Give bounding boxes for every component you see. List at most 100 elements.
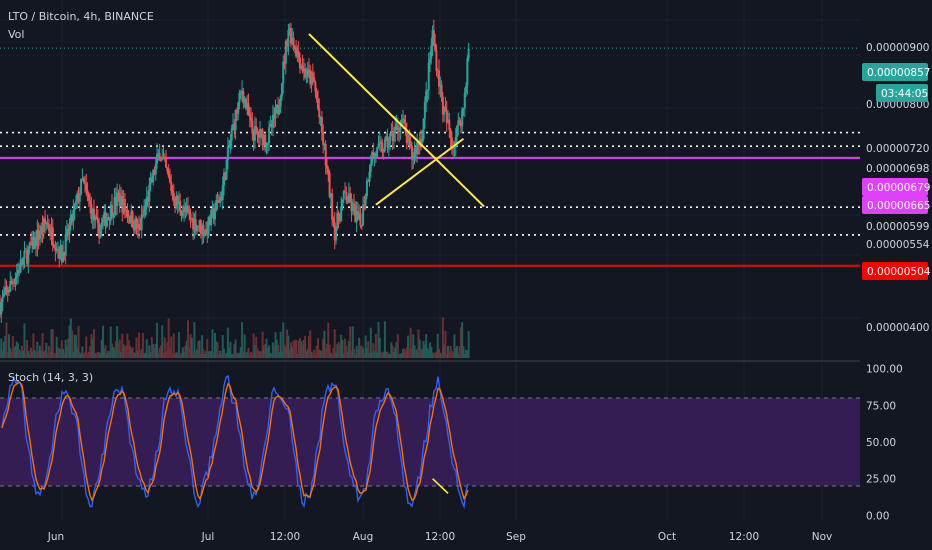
volume-bar <box>172 333 175 358</box>
candle-body <box>50 227 53 236</box>
candle-body <box>279 96 282 107</box>
candle-body <box>109 205 112 221</box>
candle-body <box>17 270 20 274</box>
candle-body <box>386 136 389 148</box>
volume-bar <box>404 349 407 358</box>
volume-bar <box>24 353 27 358</box>
volume-bar <box>87 351 90 358</box>
candle-body <box>333 222 336 241</box>
price-tick-label: 0.00000400 <box>866 322 929 334</box>
candle-body <box>264 134 267 146</box>
candle-body <box>184 206 187 212</box>
candle-body <box>154 163 157 175</box>
volume-bar <box>314 353 317 358</box>
volume-bar <box>214 333 216 358</box>
candle-body <box>434 43 437 51</box>
volume-bar <box>250 351 253 358</box>
volume-bar <box>340 335 343 358</box>
candle-body <box>197 225 200 228</box>
volume-bar <box>399 353 402 358</box>
volume-bar <box>98 352 101 358</box>
candle-body <box>385 136 388 140</box>
volume-bar <box>264 343 267 358</box>
candle-body <box>49 231 52 236</box>
candle-body <box>356 211 359 219</box>
candle-body <box>338 219 341 222</box>
time-axis[interactable]: Jun Jul 12:00 Aug 12:00 Sep Oct 12:00 Nov <box>47 531 832 543</box>
candle-body <box>44 218 47 224</box>
volume-bar <box>336 344 339 358</box>
candle-body <box>6 289 9 293</box>
volume-bar <box>140 349 143 358</box>
price-tag-label: 03:44:05 <box>881 88 928 100</box>
candle-body <box>326 165 329 169</box>
candle-body <box>354 205 357 222</box>
stoch-tick-label: 50.00 <box>866 437 896 449</box>
time-tick-label: Nov <box>812 531 833 543</box>
candle-body <box>414 148 417 155</box>
volume-bar <box>413 345 416 358</box>
candle-body <box>185 207 188 212</box>
volume-bar <box>328 344 331 358</box>
candle-body <box>459 125 462 127</box>
volume-bar <box>230 353 233 358</box>
candle-body <box>159 159 162 161</box>
volume-bar <box>150 337 153 358</box>
volume-bar <box>430 346 433 358</box>
volume-bar <box>439 352 442 358</box>
volume-bar <box>324 348 327 358</box>
stoch-trendline[interactable] <box>432 478 449 494</box>
candle-body <box>248 114 251 117</box>
volume-bar <box>42 351 45 358</box>
volume-bar <box>23 323 26 358</box>
volume-bar <box>121 333 124 358</box>
trendline[interactable] <box>308 33 485 208</box>
price-axis[interactable]: 0.000009000.000008000.000007200.00000698… <box>862 42 931 334</box>
volume-bar <box>13 348 16 358</box>
candle-body <box>67 228 70 235</box>
candle-body <box>273 114 276 119</box>
stoch-axis[interactable]: 100.00 75.00 50.00 25.00 0.00 <box>866 364 903 523</box>
candle-body <box>51 227 54 245</box>
volume-bar <box>71 330 74 358</box>
candle-body <box>95 216 98 219</box>
candle-body <box>340 206 343 222</box>
candle-body <box>307 69 310 72</box>
candle-body <box>10 280 13 283</box>
volume-bar <box>377 321 380 358</box>
candle-body <box>91 209 94 219</box>
trendlines[interactable] <box>308 33 485 208</box>
volume-bar <box>0 338 3 358</box>
candle-body <box>337 212 340 220</box>
candle-body <box>440 84 443 97</box>
candle-body <box>244 98 247 109</box>
candle-body <box>145 197 148 206</box>
volume-bar <box>157 353 160 358</box>
time-tick-label: 12:00 <box>425 531 455 543</box>
volume-bar <box>309 330 312 358</box>
volume-bar <box>108 352 111 358</box>
volume-bar <box>434 352 437 358</box>
volume-bar <box>242 351 245 358</box>
volume-bar <box>176 353 179 358</box>
volume-bar <box>195 349 198 358</box>
time-tick-label: Sep <box>506 531 526 543</box>
candle-body <box>233 124 236 131</box>
candle-body <box>147 197 150 202</box>
time-tick-label: Aug <box>353 531 374 543</box>
candle-body <box>454 136 457 147</box>
candle-body <box>85 184 88 191</box>
volume-bar <box>333 329 336 358</box>
candle-body <box>410 146 413 160</box>
candle-body <box>100 222 103 228</box>
volume-bar <box>18 349 21 358</box>
candle-body <box>278 106 281 115</box>
volume-bar <box>241 322 244 358</box>
trendline[interactable] <box>375 137 465 206</box>
volume-bar <box>83 352 86 358</box>
candle-body <box>223 172 226 186</box>
volume-bar <box>44 350 47 358</box>
candle-body <box>395 124 398 127</box>
volume-bar <box>318 349 321 358</box>
